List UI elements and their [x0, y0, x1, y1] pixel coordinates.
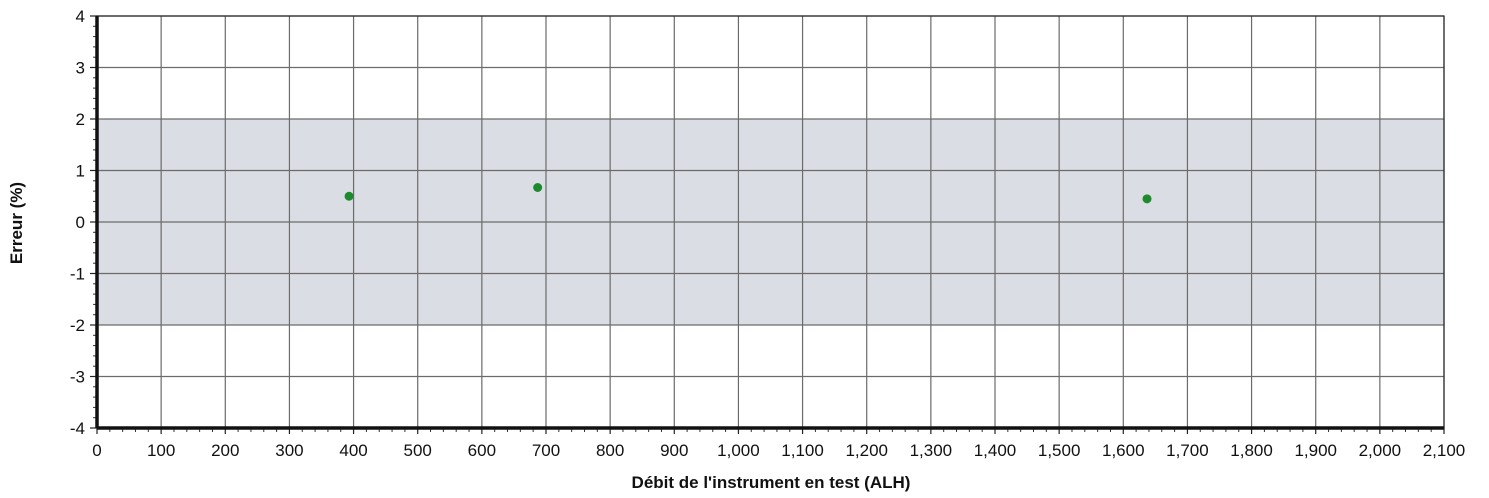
- x-tick-label: 1,100: [781, 441, 824, 460]
- x-tick-label: 1,900: [1294, 441, 1337, 460]
- data-point: [344, 191, 354, 201]
- y-axis-title: Erreur (%): [7, 182, 26, 264]
- y-tick-label: 2: [76, 110, 85, 129]
- x-tick-label: 400: [339, 441, 367, 460]
- y-tick-label: -2: [70, 316, 85, 335]
- x-axis-title: Débit de l'instrument en test (ALH): [632, 473, 911, 492]
- y-tick-label: -3: [70, 368, 85, 387]
- y-tick-label: 0: [76, 213, 85, 232]
- x-tick-label: 100: [147, 441, 175, 460]
- x-tick-label: 1,500: [1038, 441, 1081, 460]
- x-tick-label: 1,700: [1166, 441, 1209, 460]
- y-tick-label: 4: [76, 7, 85, 26]
- x-tick-label: 2,000: [1359, 441, 1402, 460]
- x-tick-label: 2,100: [1423, 441, 1466, 460]
- x-tick-label: 1,800: [1230, 441, 1273, 460]
- y-tick-label: 3: [76, 59, 85, 78]
- data-point: [533, 182, 543, 192]
- x-tick-label: 200: [211, 441, 239, 460]
- x-tick-label: 300: [275, 441, 303, 460]
- x-tick-label: 1,200: [845, 441, 888, 460]
- x-tick-label: 1,300: [910, 441, 953, 460]
- x-tick-label: 1,600: [1102, 441, 1145, 460]
- y-tick-label: -1: [70, 265, 85, 284]
- x-tick-label: 700: [532, 441, 560, 460]
- x-tick-label: 1,400: [974, 441, 1017, 460]
- data-point: [1142, 194, 1152, 204]
- x-tick-label: 500: [404, 441, 432, 460]
- x-tick-label: 800: [596, 441, 624, 460]
- x-tick-label: 900: [660, 441, 688, 460]
- x-tick-label: 600: [468, 441, 496, 460]
- x-tick-label: 1,000: [717, 441, 760, 460]
- y-tick-label: 1: [76, 162, 85, 181]
- y-tick-label: -4: [70, 419, 85, 438]
- x-tick-label: 0: [92, 441, 101, 460]
